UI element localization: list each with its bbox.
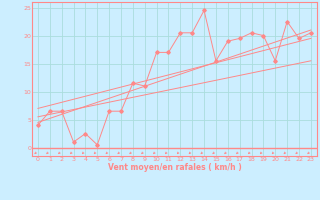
X-axis label: Vent moyen/en rafales ( km/h ): Vent moyen/en rafales ( km/h ) [108,163,241,172]
